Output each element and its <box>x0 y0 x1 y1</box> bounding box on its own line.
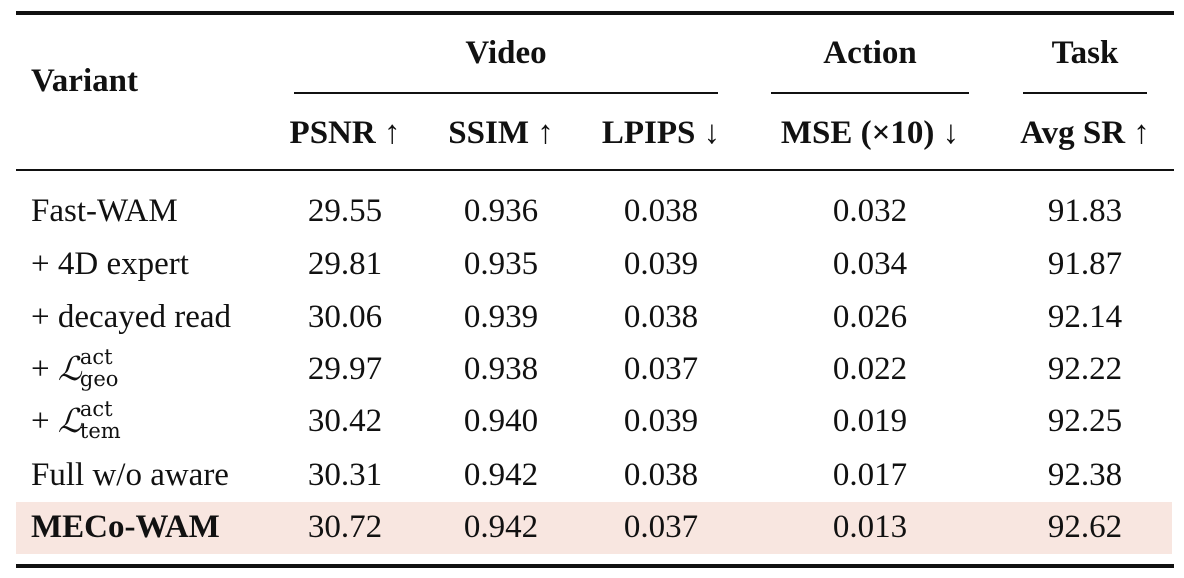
row-5-variant: Full w/o aware <box>31 457 229 493</box>
row-4-psnr: 30.42 <box>307 403 383 439</box>
row-2-ssim: 0.939 <box>463 299 539 335</box>
row-2-lpips: 0.038 <box>623 299 699 335</box>
row-6-ssim: 0.942 <box>463 509 539 545</box>
row-0-psnr: 29.55 <box>307 193 383 229</box>
loss-superscript: act <box>79 345 113 369</box>
highlight-row-best <box>16 502 1172 554</box>
column-header-mse: MSE (×10) ↓ <box>780 115 960 151</box>
row-4-mse: 0.019 <box>832 403 908 439</box>
row-0-ssim: 0.936 <box>463 193 539 229</box>
header-group-task: Task <box>1051 35 1119 71</box>
row-5-psnr: 30.31 <box>307 457 383 493</box>
header-group-action: Action <box>823 35 917 71</box>
table-top-rule <box>16 11 1174 15</box>
row-3-lpips: 0.037 <box>623 351 699 387</box>
cmidrule-task <box>1023 92 1147 94</box>
row-1-lpips: 0.039 <box>623 246 699 282</box>
row-0-variant: Fast-WAM <box>31 193 178 229</box>
row-6-avg-sr: 92.62 <box>1047 509 1123 545</box>
column-header-psnr: PSNR ↑ <box>289 115 401 151</box>
cmidrule-video <box>294 92 718 94</box>
row-1-mse: 0.034 <box>832 246 908 282</box>
row-5-lpips: 0.038 <box>623 457 699 493</box>
row-4-lpips: 0.039 <box>623 403 699 439</box>
cmidrule-action <box>771 92 969 94</box>
row-6-psnr: 30.72 <box>307 509 383 545</box>
table-bottom-rule <box>16 564 1174 568</box>
loss-symbol: ℒ <box>57 349 82 388</box>
column-header-avg-sr: Avg SR ↑ <box>1020 115 1150 151</box>
row-3-psnr: 29.97 <box>307 351 383 387</box>
row-0-lpips: 0.038 <box>623 193 699 229</box>
row-1-ssim: 0.935 <box>463 246 539 282</box>
row-1-variant: + 4D expert <box>31 246 189 282</box>
column-header-ssim: SSIM ↑ <box>448 115 554 151</box>
row-4-ssim: 0.940 <box>463 403 539 439</box>
row-2-avg-sr: 92.14 <box>1047 299 1123 335</box>
row-3-mse: 0.022 <box>832 351 908 387</box>
loss-symbol: ℒ <box>57 401 82 440</box>
loss-superscript: act <box>79 397 113 421</box>
loss-subscript: geo <box>79 367 119 391</box>
row-5-avg-sr: 92.38 <box>1047 457 1123 493</box>
row-2-psnr: 30.06 <box>307 299 383 335</box>
header-variant: Variant <box>31 63 138 99</box>
row-6-mse: 0.013 <box>832 509 908 545</box>
row-3-ssim: 0.938 <box>463 351 539 387</box>
row-6-variant: MECo-WAM <box>31 509 220 545</box>
row-1-avg-sr: 91.87 <box>1047 246 1123 282</box>
row-5-ssim: 0.942 <box>463 457 539 493</box>
row-0-avg-sr: 91.83 <box>1047 193 1123 229</box>
row-1-psnr: 29.81 <box>307 246 383 282</box>
row-4-avg-sr: 92.25 <box>1047 403 1123 439</box>
row-6-lpips: 0.037 <box>623 509 699 545</box>
loss-subscript: tem <box>79 419 121 443</box>
row-3-variant-prefix: + <box>31 351 58 387</box>
header-group-video: Video <box>465 35 547 71</box>
row-2-mse: 0.026 <box>832 299 908 335</box>
row-4-variant-prefix: + <box>31 403 58 439</box>
row-5-mse: 0.017 <box>832 457 908 493</box>
row-3-avg-sr: 92.22 <box>1047 351 1123 387</box>
row-0-mse: 0.032 <box>832 193 908 229</box>
row-2-variant: + decayed read <box>31 299 231 335</box>
table-mid-rule <box>16 169 1174 171</box>
column-header-lpips: LPIPS ↓ <box>601 115 721 151</box>
